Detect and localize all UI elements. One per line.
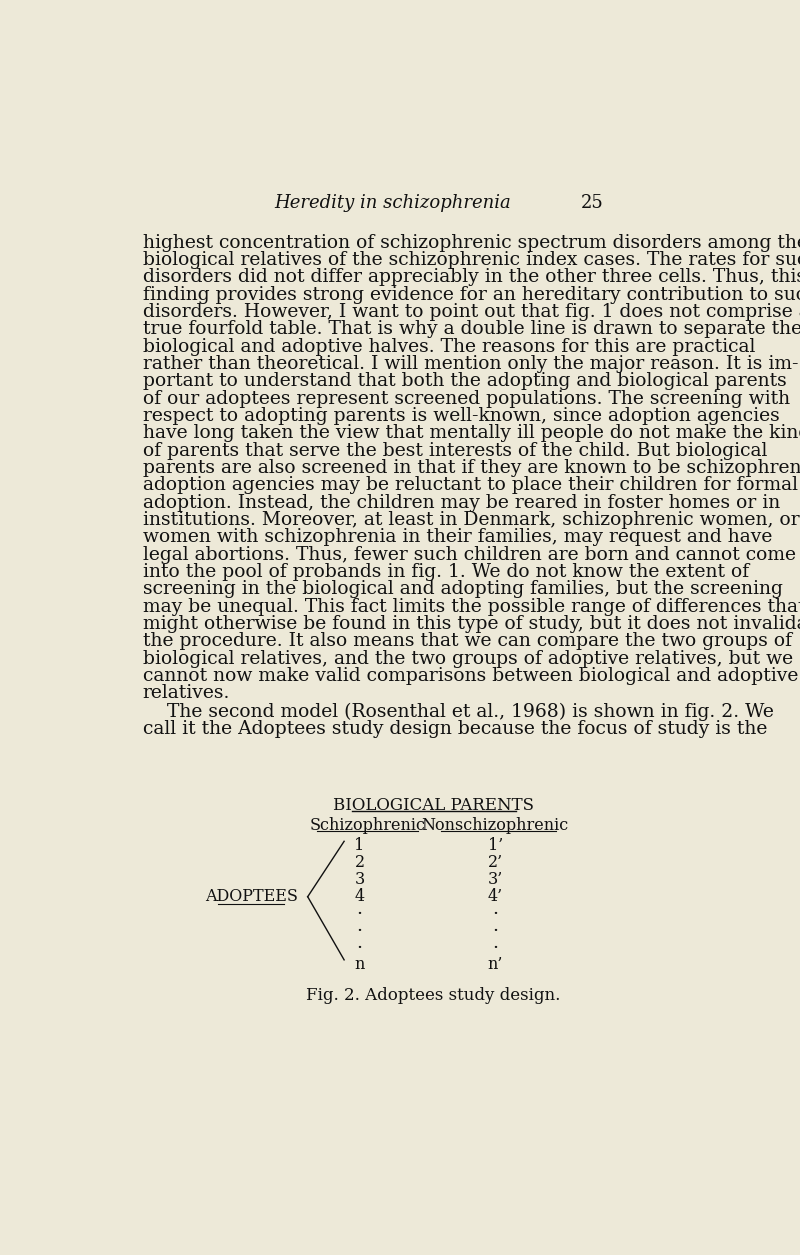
Text: ·: · [357, 922, 362, 940]
Text: biological relatives, and the two groups of adoptive relatives, but we: biological relatives, and the two groups… [142, 650, 793, 668]
Text: adoption. Instead, the children may be reared in foster homes or in: adoption. Instead, the children may be r… [142, 493, 780, 512]
Text: relatives.: relatives. [142, 684, 230, 703]
Text: 2: 2 [354, 855, 365, 871]
Text: biological relatives of the schizophrenic index cases. The rates for such: biological relatives of the schizophreni… [142, 251, 800, 269]
Text: ADOPTEES: ADOPTEES [205, 889, 298, 905]
Text: institutions. Moreover, at least in Denmark, schizophrenic women, or: institutions. Moreover, at least in Denm… [142, 511, 799, 528]
Text: 1: 1 [354, 837, 365, 855]
Text: 1’: 1’ [488, 837, 503, 855]
Text: legal abortions. Thus, fewer such children are born and cannot come: legal abortions. Thus, fewer such childr… [142, 546, 796, 563]
Text: BIOLOGICAL PARENTS: BIOLOGICAL PARENTS [333, 797, 534, 814]
Text: n’: n’ [487, 956, 503, 973]
Text: true fourfold table. That is why a double line is drawn to separate the: true fourfold table. That is why a doubl… [142, 320, 800, 339]
Text: disorders did not differ appreciably in the other three cells. Thus, this: disorders did not differ appreciably in … [142, 269, 800, 286]
Text: portant to understand that both the adopting and biological parents: portant to understand that both the adop… [142, 373, 786, 390]
Text: parents are also screened in that if they are known to be schizophrenic,: parents are also screened in that if the… [142, 459, 800, 477]
Text: Heredity in schizophrenia: Heredity in schizophrenia [274, 195, 510, 212]
Text: of parents that serve the best interests of the child. But biological: of parents that serve the best interests… [142, 442, 767, 459]
Text: women with schizophrenia in their families, may request and have: women with schizophrenia in their famili… [142, 528, 772, 546]
Text: 2’: 2’ [488, 855, 503, 871]
Text: into the pool of probands in fig. 1. We do not know the extent of: into the pool of probands in fig. 1. We … [142, 563, 749, 581]
Text: of our adoptees represent screened populations. The screening with: of our adoptees represent screened popul… [142, 390, 790, 408]
Text: have long taken the view that mentally ill people do not make the kinds: have long taken the view that mentally i… [142, 424, 800, 442]
Text: 4: 4 [354, 889, 365, 905]
Text: ·: · [492, 922, 498, 940]
Text: may be unequal. This fact limits the possible range of differences that: may be unequal. This fact limits the pos… [142, 597, 800, 616]
Text: highest concentration of schizophrenic spectrum disorders among the: highest concentration of schizophrenic s… [142, 233, 800, 252]
Text: respect to adopting parents is well-known, since adoption agencies: respect to adopting parents is well-know… [142, 407, 779, 425]
Text: ·: · [492, 939, 498, 958]
Text: ·: · [357, 939, 362, 958]
Text: finding provides strong evidence for an hereditary contribution to such: finding provides strong evidence for an … [142, 286, 800, 304]
Text: 4’: 4’ [488, 889, 503, 905]
Text: call it the Adoptees study design because the focus of study is the: call it the Adoptees study design becaus… [142, 720, 767, 738]
Text: Nonschizophrenic: Nonschizophrenic [422, 817, 569, 835]
Text: 3: 3 [354, 871, 365, 889]
Text: Schizophrenic: Schizophrenic [310, 817, 426, 835]
Text: biological and adoptive halves. The reasons for this are practical: biological and adoptive halves. The reas… [142, 338, 755, 355]
Text: adoption agencies may be reluctant to place their children for formal: adoption agencies may be reluctant to pl… [142, 477, 798, 494]
Text: ·: · [492, 905, 498, 924]
Text: Fig. 2. Adoptees study design.: Fig. 2. Adoptees study design. [306, 986, 561, 1004]
Text: n: n [354, 956, 365, 973]
Text: might otherwise be found in this type of study, but it does not invalidate: might otherwise be found in this type of… [142, 615, 800, 633]
Text: 3’: 3’ [488, 871, 503, 889]
Text: screening in the biological and adopting families, but the screening: screening in the biological and adopting… [142, 580, 782, 599]
Text: ·: · [357, 905, 362, 924]
Text: rather than theoretical. I will mention only the major reason. It is im-: rather than theoretical. I will mention … [142, 355, 798, 373]
Text: cannot now make valid comparisons between biological and adoptive: cannot now make valid comparisons betwee… [142, 666, 798, 685]
Text: The second model (Rosenthal et al., 1968) is shown in fig. 2. We: The second model (Rosenthal et al., 1968… [142, 703, 774, 722]
Text: disorders. However, I want to point out that fig. 1 does not comprise a: disorders. However, I want to point out … [142, 302, 800, 321]
Text: 25: 25 [581, 195, 603, 212]
Text: the procedure. It also means that we can compare the two groups of: the procedure. It also means that we can… [142, 633, 792, 650]
